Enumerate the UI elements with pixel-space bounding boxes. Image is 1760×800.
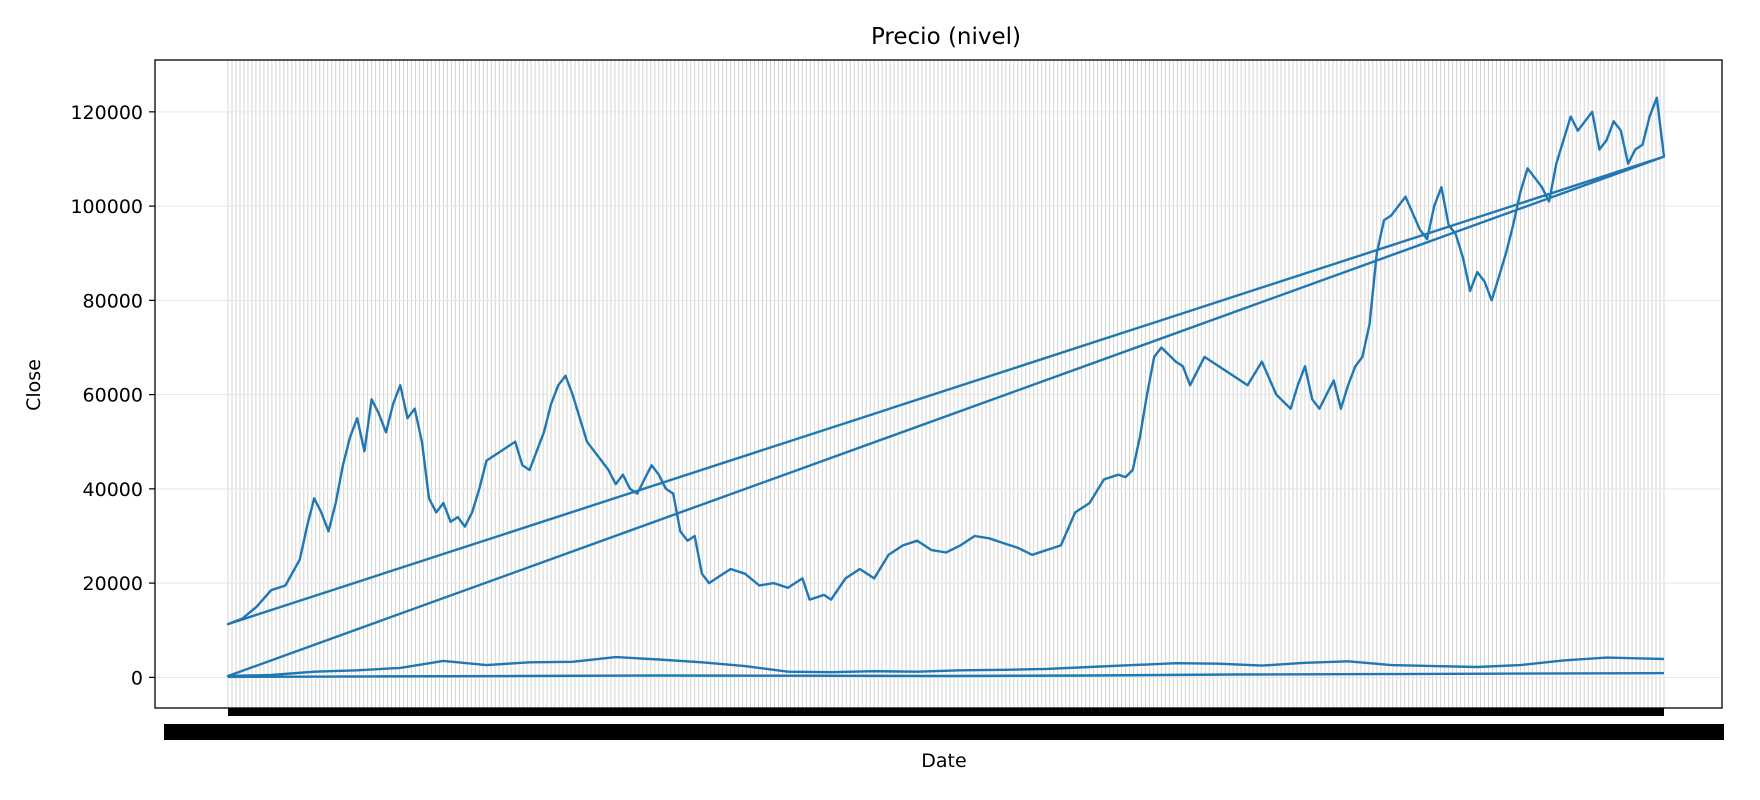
x-tick-label-band <box>228 708 1664 716</box>
chart-title: Precio (nivel) <box>871 24 1021 50</box>
series-line-1 <box>226 96 1666 678</box>
x-axis-label: Date <box>921 750 966 772</box>
y-tick-label: 40000 <box>83 479 143 501</box>
y-tick-label: 120000 <box>70 102 143 124</box>
y-tick-label: 0 <box>131 667 143 689</box>
x-gridlines <box>227 60 1665 708</box>
y-tick-label: 80000 <box>83 290 143 312</box>
y-tick-label: 60000 <box>83 385 143 407</box>
y-tick-label: 100000 <box>70 196 143 218</box>
y-axis-ticks: 0 20000 40000 60000 80000 100000 120000 <box>70 102 155 689</box>
x-tick-labels-overlap-left-edge <box>164 724 174 740</box>
series-line-3 <box>227 671 1665 679</box>
y-gridlines <box>155 111 1722 678</box>
series-lines <box>226 96 1666 679</box>
x-tick-labels-overlap <box>164 724 1724 740</box>
y-axis-label: Close <box>23 359 45 411</box>
y-tick-label: 20000 <box>83 573 143 595</box>
series-line-2 <box>227 655 1665 678</box>
